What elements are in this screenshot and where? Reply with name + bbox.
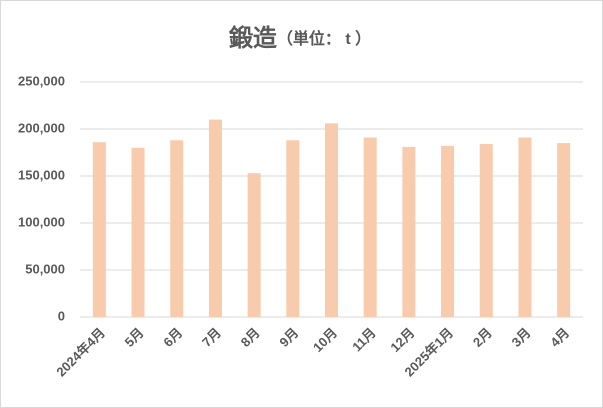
chart-heading: 鍛造（単位： t ） (229, 24, 371, 52)
y-tick-label: 200,000 (18, 120, 65, 135)
bar (363, 137, 377, 317)
y-tick-label: 100,000 (18, 214, 65, 229)
bar (557, 143, 571, 317)
chart-title: 鍛造 (229, 24, 277, 52)
y-tick-label: 250,000 (18, 73, 65, 88)
bar (131, 147, 145, 317)
bar (441, 145, 455, 317)
y-tick-label: 150,000 (18, 167, 65, 182)
bar (479, 144, 493, 317)
bar (170, 140, 184, 317)
bar (325, 123, 338, 317)
bar (247, 173, 261, 317)
bar (92, 142, 106, 317)
y-tick-label: 0 (58, 308, 65, 323)
bar (518, 137, 532, 317)
y-tick-label: 50,000 (25, 261, 65, 276)
bar (208, 119, 222, 317)
bar (286, 140, 300, 317)
chart-subtitle: （単位： t ） (277, 29, 371, 48)
bar (402, 146, 416, 317)
